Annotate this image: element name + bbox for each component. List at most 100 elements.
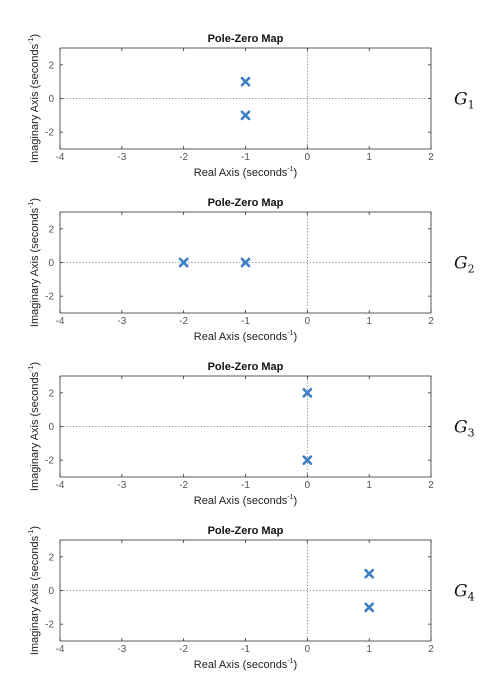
pole-marker-stroke-b (240, 257, 251, 268)
x-axis-unit-superscript: -1 (287, 494, 293, 501)
pole-zero-panel-2: Pole-Zero Map -4 -3 -2 -1 0 1 2 -2 0 2 Real Axis (s… (28, 197, 475, 343)
x-tick-label: 2 (428, 644, 434, 655)
x-tick-label: -4 (56, 152, 65, 163)
pole-marker (240, 257, 251, 268)
y-axis-label-close: ) (29, 362, 41, 366)
x-tick-label: 1 (366, 316, 372, 327)
chart-title: Pole-Zero Map (208, 361, 284, 373)
y-tick-label: 2 (48, 552, 54, 563)
y-tick-label: 0 (48, 422, 54, 433)
x-axis-label: Real Axis (seconds-1) (194, 658, 297, 671)
x-tick-label: -1 (241, 316, 250, 327)
x-axis-unit-superscript: -1 (287, 658, 293, 665)
x-tick-label: 2 (428, 152, 434, 163)
y-tick-label: 2 (48, 388, 54, 399)
y-axis-label-text: Imaginary Axis (seconds (29, 207, 41, 327)
x-tick-label: -1 (241, 480, 250, 491)
pole-zero-panel-4: Pole-Zero Map -4 -3 -2 -1 0 1 2 -2 0 2 Real Axis (s… (28, 525, 475, 671)
x-tick-label: -3 (117, 480, 126, 491)
y-tick-label: 2 (48, 60, 54, 71)
transfer-function-letter: G (454, 582, 468, 602)
x-axis-label-close: ) (294, 659, 298, 671)
x-axis-label: Real Axis (seconds-1) (194, 494, 297, 507)
transfer-function-subscript: 2 (468, 263, 475, 276)
y-axis-label: Imaginary Axis (seconds-1) (28, 362, 41, 491)
plot-frame (59, 539, 432, 642)
y-tick-label: 2 (48, 224, 54, 235)
x-tick-label: -1 (241, 644, 250, 655)
x-axis-label-close: ) (294, 167, 298, 179)
y-axis-label-close: ) (29, 34, 41, 38)
y-axis-label-text: Imaginary Axis (seconds (29, 535, 41, 655)
pole-marker (302, 387, 313, 398)
y-tick-label: 0 (48, 94, 54, 105)
transfer-function-subscript: 1 (468, 99, 475, 112)
pole-marker (364, 568, 375, 579)
y-axis-unit-superscript: -1 (28, 530, 35, 536)
chart-title: Pole-Zero Map (208, 525, 284, 537)
pole-zero-panel-1: Pole-Zero Map -4 -3 -2 -1 0 1 2 -2 0 2 Real Axis (s… (28, 33, 475, 179)
x-axis-label: Real Axis (seconds-1) (194, 330, 297, 343)
plot-frame (59, 47, 432, 150)
x-axis-label-text: Real Axis (seconds (194, 495, 288, 507)
y-axis-label: Imaginary Axis (seconds-1) (28, 198, 41, 327)
x-tick-label: -2 (179, 316, 188, 327)
y-tick-label: -2 (45, 128, 54, 139)
y-tick-label: -2 (45, 620, 54, 631)
pole-marker-stroke-b (364, 568, 375, 579)
x-tick-label: 1 (366, 152, 372, 163)
pole-marker (240, 76, 251, 87)
transfer-function-label: G4 (454, 582, 475, 604)
y-axis-label-close: ) (29, 198, 41, 202)
y-axis-label: Imaginary Axis (seconds-1) (28, 526, 41, 655)
y-axis-label: Imaginary Axis (seconds-1) (28, 34, 41, 163)
x-axis-label: Real Axis (seconds-1) (194, 166, 297, 179)
pole-marker-stroke-b (364, 602, 375, 613)
x-tick-label: -3 (117, 316, 126, 327)
plot-frame (59, 375, 432, 478)
x-axis-label-close: ) (294, 331, 298, 343)
x-tick-label: -4 (56, 644, 65, 655)
y-axis-label-text: Imaginary Axis (seconds (29, 43, 41, 163)
y-tick-label: -2 (45, 292, 54, 303)
x-tick-label: 0 (305, 480, 311, 491)
pole-marker-stroke-b (302, 455, 313, 466)
transfer-function-letter: G (454, 90, 468, 110)
x-tick-label: -1 (241, 152, 250, 163)
x-axis-unit-superscript: -1 (287, 330, 293, 337)
pole-marker (178, 257, 189, 268)
pole-marker-stroke-b (240, 76, 251, 87)
transfer-function-label: G2 (454, 254, 475, 276)
transfer-function-letter: G (454, 254, 468, 274)
y-axis-unit-superscript: -1 (28, 202, 35, 208)
pole-marker (240, 110, 251, 121)
x-tick-label: 2 (428, 316, 434, 327)
x-tick-label: -4 (56, 316, 65, 327)
x-tick-label: -2 (179, 152, 188, 163)
transfer-function-label: G1 (454, 90, 475, 112)
x-tick-label: 0 (305, 644, 311, 655)
x-axis-label-close: ) (294, 495, 298, 507)
pole-marker-stroke-b (240, 110, 251, 121)
chart-title: Pole-Zero Map (208, 197, 284, 209)
x-axis-label-text: Real Axis (seconds (194, 659, 288, 671)
x-axis-label-text: Real Axis (seconds (194, 167, 288, 179)
transfer-function-subscript: 4 (468, 591, 475, 604)
pole-marker-stroke-b (302, 387, 313, 398)
pole-marker-stroke-b (178, 257, 189, 268)
y-axis-unit-superscript: -1 (28, 366, 35, 372)
x-tick-label: -3 (117, 152, 126, 163)
transfer-function-subscript: 3 (468, 427, 475, 440)
pole-marker (364, 602, 375, 613)
y-axis-label-close: ) (29, 526, 41, 530)
x-tick-label: -3 (117, 644, 126, 655)
chart-title: Pole-Zero Map (208, 33, 284, 45)
x-tick-label: 0 (305, 316, 311, 327)
y-axis-unit-superscript: -1 (28, 38, 35, 44)
y-axis-label-text: Imaginary Axis (seconds (29, 371, 41, 491)
y-tick-label: 0 (48, 586, 54, 597)
y-tick-label: 0 (48, 258, 54, 269)
y-tick-label: -2 (45, 456, 54, 467)
x-tick-label: -2 (179, 480, 188, 491)
